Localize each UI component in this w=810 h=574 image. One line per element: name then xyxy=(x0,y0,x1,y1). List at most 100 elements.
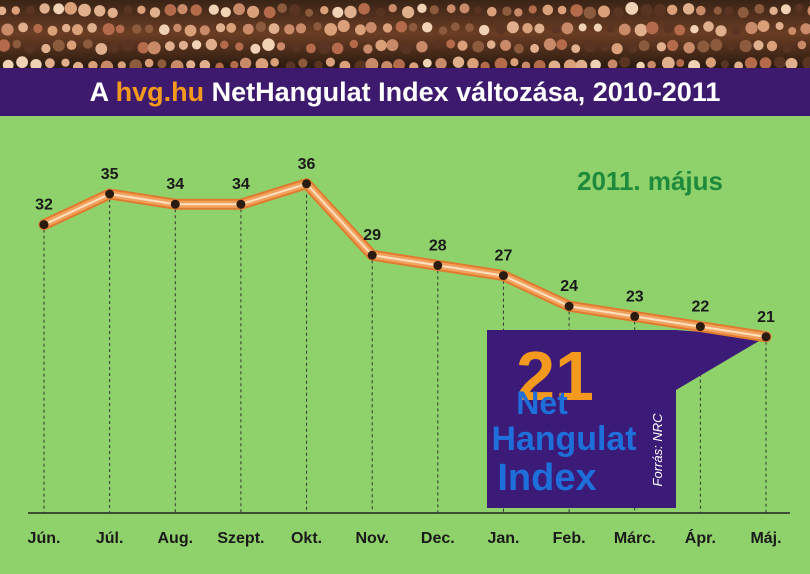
crowd-head xyxy=(618,23,631,36)
crowd-head xyxy=(73,61,84,68)
crowd-head xyxy=(132,24,142,34)
data-point xyxy=(170,199,180,209)
chart-title: A hvg.hu NetHangulat Index változása, 20… xyxy=(90,77,721,108)
crowd-head xyxy=(388,4,397,13)
crowd-head xyxy=(314,60,323,68)
series-line-highlight xyxy=(43,182,767,338)
crowd-head xyxy=(674,24,686,36)
x-tick-label: Feb. xyxy=(553,530,586,547)
crowd-head xyxy=(800,23,810,35)
crowd-head xyxy=(170,60,184,68)
title-bar: A hvg.hu NetHangulat Index változása, 20… xyxy=(0,68,810,116)
data-label: 22 xyxy=(691,299,709,316)
crowd-head xyxy=(628,44,638,54)
crowd-head xyxy=(235,42,244,51)
crowd-head xyxy=(487,6,497,17)
crowd-head xyxy=(205,38,218,51)
crowd-head xyxy=(33,23,43,34)
data-label: 21 xyxy=(757,309,775,326)
crowd-head xyxy=(400,42,413,55)
crowd-head xyxy=(640,4,653,16)
crowd-head xyxy=(788,27,797,35)
data-label: 24 xyxy=(560,278,578,295)
crowd-photo xyxy=(0,1,810,68)
title-brand: hvg.hu xyxy=(115,76,205,107)
crowd-head xyxy=(757,20,770,32)
data-point xyxy=(630,311,640,321)
crowd-head xyxy=(363,44,373,54)
crowd-head xyxy=(147,41,161,55)
crowd-head xyxy=(696,5,706,16)
crowd-head xyxy=(446,4,456,14)
crowd-head xyxy=(807,5,810,16)
crowd-head xyxy=(88,60,98,68)
crowd-head xyxy=(656,42,667,52)
crowd-head xyxy=(354,60,367,68)
badge-line-net: Net xyxy=(516,385,568,421)
crowd-head xyxy=(548,60,561,68)
crowd-head xyxy=(452,56,465,68)
crowd-head xyxy=(292,42,301,52)
crowd-head xyxy=(584,40,596,53)
data-point xyxy=(695,322,705,332)
crowd-head xyxy=(739,39,752,53)
crowd-head xyxy=(149,7,161,18)
crowd-head xyxy=(522,23,533,34)
crowd-head xyxy=(144,58,154,68)
crowd-head xyxy=(734,61,743,68)
crowd-head xyxy=(782,44,792,53)
crowd-head xyxy=(606,24,615,33)
crowd-head xyxy=(247,5,260,18)
crowd-head xyxy=(571,44,581,53)
crowd-head xyxy=(769,6,778,15)
crowd-head xyxy=(230,60,239,68)
data-label: 28 xyxy=(429,237,447,254)
crowd-head xyxy=(355,24,366,36)
crowd-head xyxy=(710,38,723,52)
data-point xyxy=(498,271,508,281)
date-label: 2011. május xyxy=(577,166,723,196)
crowd-head xyxy=(459,3,470,14)
data-label: 27 xyxy=(495,248,513,265)
crowd-head xyxy=(129,59,142,68)
crowd-head xyxy=(661,56,675,68)
crowd-head xyxy=(611,43,623,55)
x-tick-label: Okt. xyxy=(291,530,322,547)
crowd-head xyxy=(344,5,357,19)
crowd-head xyxy=(557,5,567,15)
crowd-head xyxy=(320,6,329,15)
crowd-head xyxy=(766,40,778,52)
badge-pointer xyxy=(676,330,766,390)
crowd-head xyxy=(47,25,58,36)
crowd-head xyxy=(578,23,587,32)
crowd-head xyxy=(542,4,554,16)
crowd-head xyxy=(61,23,71,33)
crowd-head xyxy=(39,3,50,14)
data-label: 23 xyxy=(626,288,644,305)
crowd-head xyxy=(277,3,288,13)
crowd-head xyxy=(422,22,433,33)
crowd-head xyxy=(402,6,415,19)
crowd-head xyxy=(653,4,667,17)
crowd-head xyxy=(697,40,710,53)
crowd-head xyxy=(87,23,97,33)
crowd-head xyxy=(331,42,344,55)
crowd-head xyxy=(737,7,749,18)
crowd-head xyxy=(220,7,231,18)
crowd-head xyxy=(30,59,42,68)
crowd-head xyxy=(688,60,701,68)
crowd-head xyxy=(184,24,197,37)
crowd-head xyxy=(52,39,65,52)
crowd-head xyxy=(667,4,678,15)
crowd-head xyxy=(239,57,252,68)
crowd-head xyxy=(78,3,91,17)
crowd-head xyxy=(262,38,275,51)
crowd-head xyxy=(268,23,280,34)
crowd-head xyxy=(165,41,175,52)
x-tick-label: Jan. xyxy=(487,530,519,547)
crowd-head xyxy=(72,24,83,36)
crowd-head xyxy=(216,23,226,33)
crowd-head xyxy=(339,60,351,68)
crowd-head xyxy=(408,22,418,32)
